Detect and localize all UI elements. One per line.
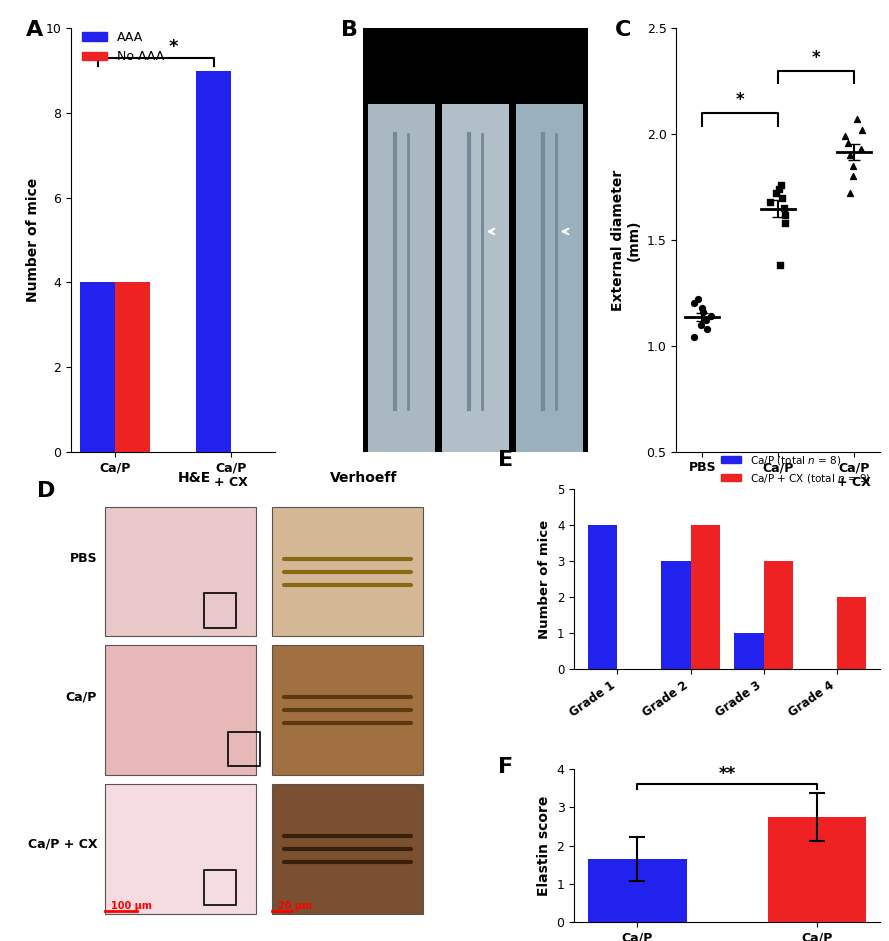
- Point: [769, 186, 783, 201]
- Point: [691, 292, 705, 307]
- FancyBboxPatch shape: [105, 506, 256, 636]
- FancyBboxPatch shape: [442, 104, 509, 452]
- Text: + CX: + CX: [533, 75, 566, 88]
- Point: [699, 312, 713, 328]
- Text: *: *: [168, 38, 178, 56]
- Point: [687, 330, 701, 345]
- Point: [687, 296, 701, 311]
- Point: [773, 258, 787, 273]
- Text: PBS: PBS: [388, 45, 415, 58]
- Point: [694, 317, 709, 332]
- FancyBboxPatch shape: [272, 784, 423, 914]
- Text: 100 μm: 100 μm: [111, 901, 152, 911]
- Point: [850, 112, 864, 127]
- Point: [846, 169, 861, 184]
- Text: *: *: [736, 91, 744, 109]
- Y-axis label: Number of mice: Number of mice: [539, 519, 551, 639]
- Legend: AAA, No AAA: AAA, No AAA: [77, 26, 170, 69]
- Point: [763, 195, 777, 210]
- Bar: [589, 859, 687, 922]
- Text: Ca/P: Ca/P: [460, 45, 492, 58]
- Point: [843, 148, 857, 163]
- Point: [695, 300, 709, 315]
- Point: [696, 305, 710, 320]
- Bar: [734, 633, 764, 669]
- Text: Ca/P + CX: Ca/P + CX: [28, 837, 97, 851]
- Text: *: *: [812, 49, 821, 67]
- Point: [855, 122, 869, 137]
- Bar: [661, 562, 691, 669]
- FancyBboxPatch shape: [105, 646, 256, 775]
- Point: [777, 200, 791, 215]
- Bar: [764, 562, 793, 669]
- Text: F: F: [498, 757, 513, 777]
- FancyBboxPatch shape: [105, 784, 256, 914]
- Y-axis label: Number of mice: Number of mice: [26, 178, 40, 302]
- Y-axis label: External diameter
(mm): External diameter (mm): [611, 169, 641, 311]
- Text: A: A: [27, 20, 44, 40]
- Point: [778, 215, 792, 231]
- Text: B: B: [341, 20, 358, 40]
- Point: [838, 129, 853, 144]
- Text: H&E: H&E: [178, 471, 212, 485]
- Point: [701, 322, 715, 337]
- Point: [778, 207, 792, 222]
- FancyBboxPatch shape: [272, 646, 423, 775]
- Text: Ca/P: Ca/P: [66, 691, 97, 704]
- FancyBboxPatch shape: [272, 506, 423, 636]
- Text: D: D: [37, 481, 56, 501]
- FancyBboxPatch shape: [364, 28, 588, 452]
- Point: [772, 182, 786, 197]
- Bar: [80, 282, 116, 452]
- Text: PBS: PBS: [69, 552, 97, 566]
- Point: [774, 178, 789, 193]
- Text: C: C: [615, 20, 631, 40]
- Text: **: **: [718, 765, 736, 783]
- Bar: [767, 817, 866, 922]
- Text: Ca/P: Ca/P: [534, 45, 565, 58]
- Point: [853, 141, 868, 156]
- Point: [843, 186, 857, 201]
- Text: E: E: [498, 450, 513, 470]
- FancyBboxPatch shape: [368, 104, 436, 452]
- Text: 20 μm: 20 μm: [278, 901, 312, 911]
- Legend: Ca/P (total $n$ = 8), Ca/P + CX (total $n$ = 9): Ca/P (total $n$ = 8), Ca/P + CX (total $…: [717, 450, 875, 489]
- FancyBboxPatch shape: [516, 104, 583, 452]
- Bar: [691, 525, 720, 669]
- Point: [841, 136, 855, 151]
- Y-axis label: Elastin score: Elastin score: [537, 795, 551, 896]
- Bar: [837, 598, 866, 669]
- Point: [845, 158, 860, 173]
- Bar: [589, 525, 617, 669]
- Point: [704, 309, 718, 324]
- Bar: [116, 282, 150, 452]
- Bar: [196, 71, 231, 452]
- Text: Verhoeff: Verhoeff: [330, 471, 397, 485]
- Point: [774, 190, 789, 205]
